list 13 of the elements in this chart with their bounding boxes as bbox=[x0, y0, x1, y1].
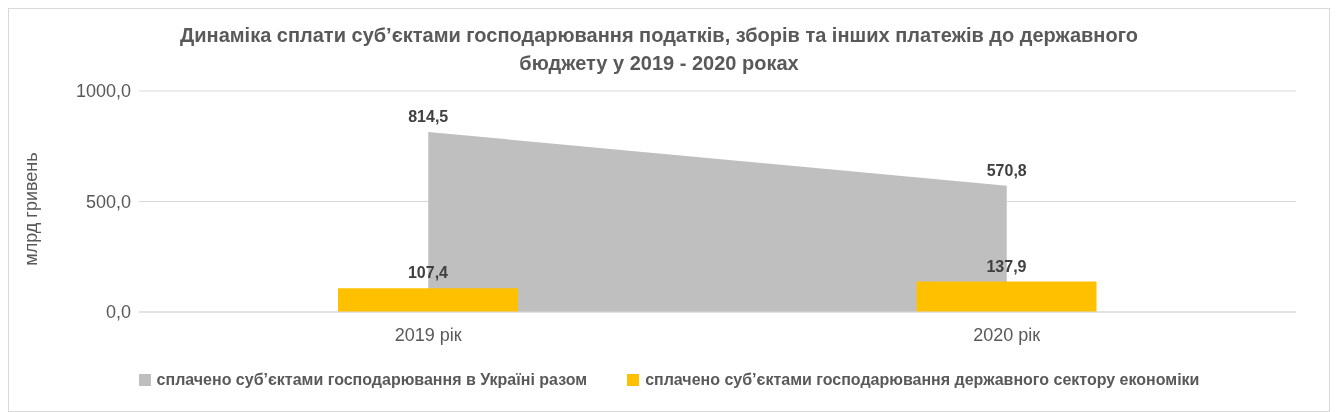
y-axis-title: млрд гривень bbox=[20, 152, 42, 266]
data-label: 137,9 bbox=[986, 257, 1027, 275]
chart-title: Динаміка сплати суб’єктами господарювання податків, зборів та інших платежів до державного бюджету у 2019 - 2020 роках bbox=[179, 23, 1139, 76]
data-label: 570,8 bbox=[986, 161, 1027, 179]
data-label: 107,4 bbox=[407, 264, 449, 282]
y-tick-label: 500,0 bbox=[85, 191, 131, 212]
x-tick-label: 2019 рік bbox=[394, 324, 462, 345]
x-tick-label: 2020 рік bbox=[973, 324, 1041, 345]
legend-label: сплачено суб’єктами господарювання в Україні разом bbox=[156, 371, 588, 389]
y-tick-label: 0,0 bbox=[105, 302, 131, 323]
data-label: 814,5 bbox=[408, 108, 449, 125]
y-tick-label: 1000,0 bbox=[75, 81, 131, 102]
legend-label: сплачено суб’єктами господарювання державного сектору економіки bbox=[645, 371, 1200, 389]
